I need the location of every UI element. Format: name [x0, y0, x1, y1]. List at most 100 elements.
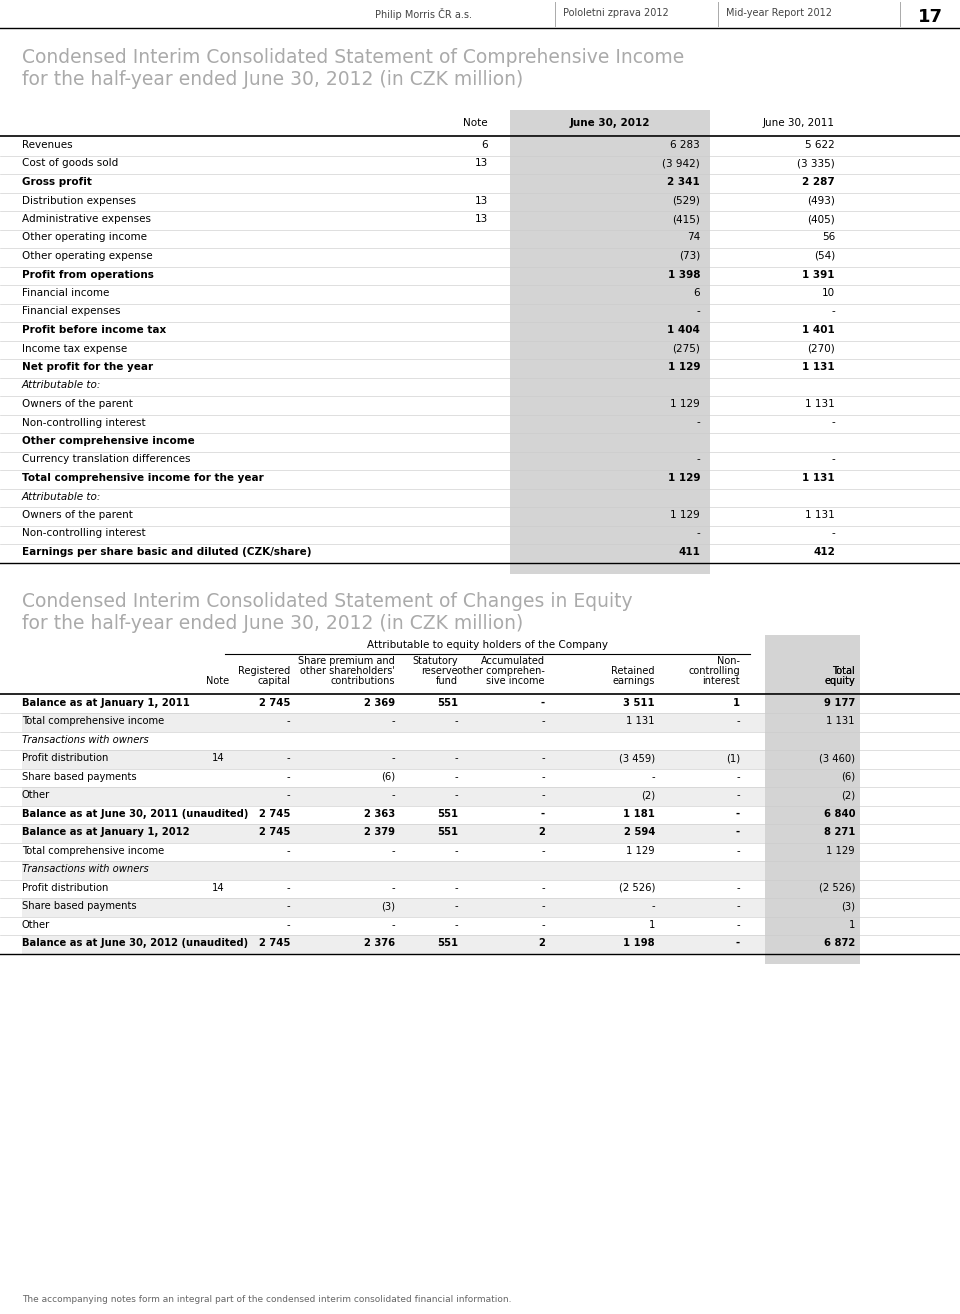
Text: 6 840: 6 840 — [824, 808, 855, 819]
Text: 412: 412 — [813, 547, 835, 557]
Text: sive income: sive income — [487, 675, 545, 686]
Text: -: - — [540, 808, 545, 819]
Text: Attributable to:: Attributable to: — [22, 491, 102, 502]
Text: 2 745: 2 745 — [258, 827, 290, 837]
Text: Condensed Interim Consolidated Statement of Comprehensive Income: Condensed Interim Consolidated Statement… — [22, 49, 684, 67]
Text: Share premium and: Share premium and — [299, 656, 395, 666]
Text: (2 526): (2 526) — [618, 883, 655, 892]
Text: (3 459): (3 459) — [619, 753, 655, 763]
Text: 6 872: 6 872 — [824, 938, 855, 949]
Text: Non-controlling interest: Non-controlling interest — [22, 418, 146, 427]
Text: 2 594: 2 594 — [624, 827, 655, 837]
Text: capital: capital — [257, 675, 290, 686]
Text: -: - — [392, 753, 395, 763]
Text: -: - — [454, 883, 458, 892]
Text: Share based payments: Share based payments — [22, 771, 136, 782]
Text: -: - — [286, 920, 290, 929]
Text: 9 177: 9 177 — [824, 698, 855, 708]
Text: -: - — [696, 418, 700, 427]
Text: -: - — [392, 920, 395, 929]
Text: 1 129: 1 129 — [670, 399, 700, 409]
Text: -: - — [286, 790, 290, 800]
Text: Financial expenses: Financial expenses — [22, 306, 121, 317]
Text: 1 129: 1 129 — [670, 510, 700, 520]
Bar — [510, 377, 710, 396]
Text: -: - — [541, 920, 545, 929]
Bar — [510, 562, 710, 574]
Text: The accompanying notes form an integral part of the condensed interim consolidat: The accompanying notes form an integral … — [22, 1296, 512, 1303]
Text: 1 131: 1 131 — [803, 473, 835, 484]
Bar — [765, 787, 860, 805]
Text: 2 341: 2 341 — [667, 177, 700, 187]
Text: 551: 551 — [437, 698, 458, 708]
Text: -: - — [541, 846, 545, 855]
Text: Attributable to:: Attributable to: — [22, 381, 102, 390]
Text: other comprehen-: other comprehen- — [457, 666, 545, 675]
Bar — [510, 192, 710, 212]
Bar — [510, 470, 710, 489]
Bar — [510, 452, 710, 470]
Bar — [510, 155, 710, 173]
Text: 551: 551 — [437, 808, 458, 819]
Text: Note: Note — [206, 675, 229, 686]
Bar — [22, 787, 765, 805]
Text: 1 131: 1 131 — [803, 361, 835, 372]
Text: 551: 551 — [437, 827, 458, 837]
Bar — [510, 526, 710, 544]
Text: for the half-year ended June 30, 2012 (in CZK million): for the half-year ended June 30, 2012 (i… — [22, 614, 523, 632]
Text: Distribution expenses: Distribution expenses — [22, 196, 136, 205]
Text: -: - — [736, 790, 740, 800]
Text: 1 131: 1 131 — [805, 399, 835, 409]
Bar — [510, 248, 710, 267]
Text: Balance as at January 1, 2012: Balance as at January 1, 2012 — [22, 827, 190, 837]
Text: (6): (6) — [841, 771, 855, 782]
Text: (2): (2) — [841, 790, 855, 800]
Text: Total comprehensive income: Total comprehensive income — [22, 846, 164, 855]
Text: Note: Note — [464, 118, 488, 127]
Text: 1: 1 — [732, 698, 740, 708]
Text: (54): (54) — [814, 251, 835, 261]
Bar — [510, 267, 710, 285]
Text: Total: Total — [832, 666, 855, 675]
Text: 1 129: 1 129 — [667, 473, 700, 484]
Text: earnings: earnings — [612, 675, 655, 686]
Text: Cost of goods sold: Cost of goods sold — [22, 159, 118, 168]
Text: Total comprehensive income for the year: Total comprehensive income for the year — [22, 473, 264, 484]
Text: June 30, 2012: June 30, 2012 — [569, 118, 650, 127]
Text: (3 460): (3 460) — [819, 753, 855, 763]
Text: -: - — [736, 808, 740, 819]
Text: June 30, 2011: June 30, 2011 — [763, 118, 835, 127]
Bar — [765, 714, 860, 732]
Bar — [510, 489, 710, 507]
Text: -: - — [652, 901, 655, 911]
Text: Total: Total — [832, 666, 855, 675]
Text: equity: equity — [825, 675, 855, 686]
Text: controlling: controlling — [688, 666, 740, 675]
Text: 13: 13 — [475, 214, 488, 223]
Text: Other comprehensive income: Other comprehensive income — [22, 436, 195, 445]
Text: 2: 2 — [539, 827, 545, 837]
Bar — [765, 805, 860, 824]
Text: Share based payments: Share based payments — [22, 901, 136, 911]
Text: -: - — [736, 901, 740, 911]
Text: equity: equity — [825, 675, 855, 686]
Text: -: - — [454, 771, 458, 782]
Text: Financial income: Financial income — [22, 288, 109, 298]
Bar — [22, 750, 765, 769]
Text: Transactions with owners: Transactions with owners — [22, 735, 149, 745]
Text: (270): (270) — [807, 343, 835, 353]
Text: Mid-year Report 2012: Mid-year Report 2012 — [726, 8, 832, 18]
Text: contributions: contributions — [330, 675, 395, 686]
Text: Gross profit: Gross profit — [22, 177, 92, 187]
Text: 1 129: 1 129 — [667, 361, 700, 372]
Text: Profit distribution: Profit distribution — [22, 753, 108, 763]
Bar — [510, 396, 710, 414]
Bar — [510, 359, 710, 377]
Text: -: - — [540, 698, 545, 708]
Text: (6): (6) — [381, 771, 395, 782]
Text: 14: 14 — [212, 883, 225, 892]
Text: Other operating income: Other operating income — [22, 233, 147, 243]
Bar — [510, 212, 710, 230]
Text: reserve: reserve — [421, 666, 458, 675]
Text: 6: 6 — [693, 288, 700, 298]
